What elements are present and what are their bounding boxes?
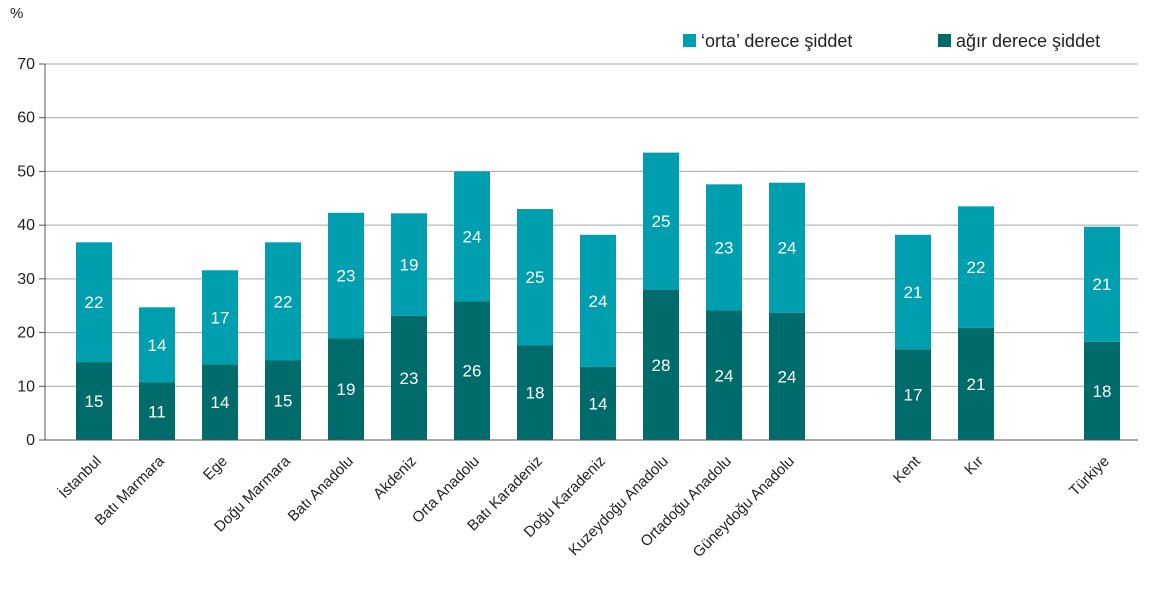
x-category-label: Ege xyxy=(200,453,231,484)
bar-segment-orta xyxy=(139,307,175,383)
bar-segment-agir xyxy=(391,315,427,440)
x-category-label: Akdeniz xyxy=(370,453,420,503)
bar-segment-agir xyxy=(643,289,679,440)
bar-segment-orta xyxy=(1084,226,1120,342)
data-label: 25 xyxy=(652,212,671,231)
data-label: 11 xyxy=(148,402,166,421)
legend: ‘orta’ derece şiddet ağır derece şiddet xyxy=(683,31,1100,51)
data-label: 14 xyxy=(589,394,608,413)
bar-segment-agir xyxy=(139,382,175,440)
legend-swatch-orta xyxy=(683,34,696,47)
bar-segment-agir xyxy=(454,301,490,440)
legend-label-orta: ‘orta’ derece şiddet xyxy=(701,31,852,51)
data-label: 24 xyxy=(463,227,482,246)
x-category-label: Türkiye xyxy=(1066,453,1113,500)
data-label: 18 xyxy=(1093,382,1112,401)
data-label: 17 xyxy=(904,386,923,405)
bar-segment-agir xyxy=(769,312,805,440)
y-tick-label: 20 xyxy=(17,325,35,342)
data-label: 19 xyxy=(337,380,356,399)
bar-segment-orta xyxy=(643,152,679,290)
data-label: 24 xyxy=(715,366,734,385)
bar-segment-orta xyxy=(265,242,301,361)
y-tick-label: 30 xyxy=(17,271,35,288)
data-label: 24 xyxy=(589,292,608,311)
bar-segment-orta xyxy=(454,171,490,302)
bar-segment-agir xyxy=(76,362,112,440)
data-label: 24 xyxy=(778,239,797,258)
data-label: 25 xyxy=(526,268,545,287)
bar-segment-orta xyxy=(769,182,805,313)
data-label: 15 xyxy=(85,392,104,411)
data-label: 22 xyxy=(85,293,104,312)
bar-segment-agir xyxy=(202,364,238,440)
data-label: 21 xyxy=(1093,275,1112,294)
data-label: 23 xyxy=(715,238,734,257)
y-tick-label: 40 xyxy=(17,217,35,234)
bar-segment-orta xyxy=(328,212,364,339)
data-label: 22 xyxy=(967,258,986,277)
bar-segment-orta xyxy=(580,234,616,367)
y-tick-label: 70 xyxy=(17,56,35,73)
data-label: 15 xyxy=(274,391,293,410)
bar-segment-agir xyxy=(1084,341,1120,440)
data-label: 22 xyxy=(274,292,293,311)
x-category-label: Kır xyxy=(961,453,987,479)
legend-swatch-agir xyxy=(938,34,951,47)
data-label: 17 xyxy=(211,308,230,327)
data-label: 26 xyxy=(463,362,482,381)
data-label: 24 xyxy=(778,367,797,386)
data-label: 21 xyxy=(967,375,986,394)
y-tick-label: 0 xyxy=(26,432,35,449)
data-label: 14 xyxy=(211,393,230,412)
bars: 15 22 11 14 14 17 15 22 19 23 23 19 26 24 18 25 14 24 28 25… xyxy=(76,152,1120,440)
data-label: 18 xyxy=(526,384,545,403)
bar-segment-agir xyxy=(328,338,364,440)
data-label: 23 xyxy=(337,267,356,286)
x-category-label: İstanbul xyxy=(55,452,105,502)
data-label: 21 xyxy=(904,283,923,302)
bar-segment-agir xyxy=(580,366,616,440)
bar-segment-orta xyxy=(76,242,112,363)
y-axis: 0 10 20 30 40 50 60 70 xyxy=(17,56,46,449)
data-label: 14 xyxy=(148,336,167,355)
x-category-label: Kent xyxy=(890,452,924,486)
bar-segment-orta xyxy=(202,270,238,365)
bar-segment-agir xyxy=(895,349,931,440)
data-label: 28 xyxy=(652,356,671,375)
bar-segment-agir xyxy=(706,310,742,440)
bar-segment-orta xyxy=(895,234,931,350)
bar-segment-orta xyxy=(391,213,427,316)
bar-segment-agir xyxy=(265,360,301,440)
bar-segment-agir xyxy=(517,345,553,440)
data-label: 23 xyxy=(400,369,419,388)
bar-segment-orta xyxy=(958,206,994,328)
legend-label-agir: ağır derece şiddet xyxy=(956,31,1100,51)
bar-segment-orta xyxy=(706,184,742,311)
y-tick-label: 10 xyxy=(17,378,35,395)
bar-segment-agir xyxy=(958,327,994,440)
y-tick-label: 50 xyxy=(17,163,35,180)
x-category-label: Batı Anadolu xyxy=(285,453,357,525)
bar-segment-orta xyxy=(517,209,553,346)
data-label: 19 xyxy=(400,256,419,275)
y-tick-label: 60 xyxy=(17,110,35,127)
y-axis-unit-label: % xyxy=(10,5,23,22)
